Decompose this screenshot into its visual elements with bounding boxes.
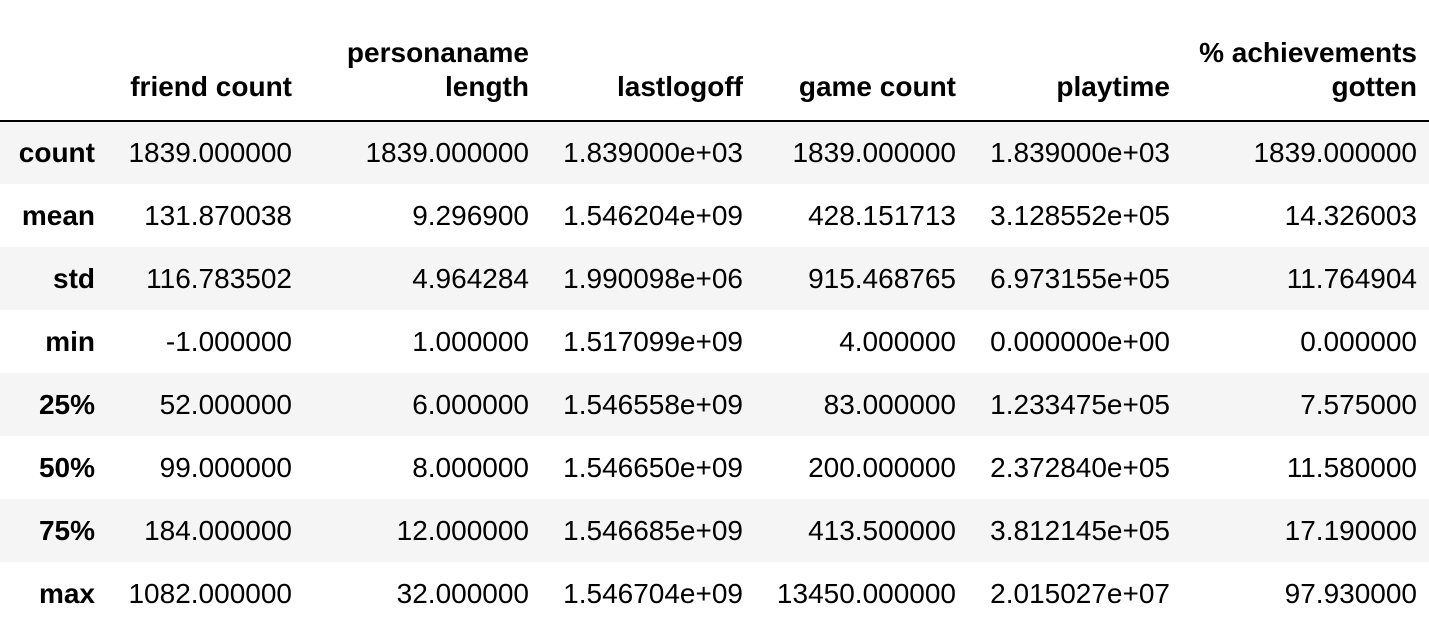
table-cell: 0.000000e+00	[990, 325, 1170, 357]
table-row: max 1082.000000 32.000000 1.546704e+09 1…	[0, 562, 1429, 625]
table-cell: 1.517099e+09	[563, 325, 743, 357]
table-cell: 3.812145e+05	[990, 514, 1170, 546]
table-cell: 0.000000	[1300, 325, 1417, 357]
table-cell: 131.870038	[144, 199, 292, 231]
table-cell: 99.000000	[159, 451, 292, 483]
table-cell: 1.546704e+09	[563, 577, 743, 609]
table-cell: 17.190000	[1284, 514, 1417, 546]
table-cell: 4.964284	[412, 262, 529, 294]
table-cell: 1839.000000	[1253, 137, 1417, 168]
table-cell: 1839.000000	[792, 137, 956, 168]
table-row: 25% 52.000000 6.000000 1.546558e+09 83.0…	[0, 373, 1429, 436]
table-cell: 1.546650e+09	[563, 451, 743, 483]
table-cell: 14.326003	[1284, 199, 1417, 231]
table-cell: 1.000000	[412, 325, 529, 357]
table-row: count 1839.000000 1839.000000 1.839000e+…	[0, 121, 1429, 184]
table-row: 50% 99.000000 8.000000 1.546650e+09 200.…	[0, 436, 1429, 499]
table-cell: 12.000000	[396, 514, 529, 546]
table-cell: 1.990098e+06	[563, 262, 743, 294]
table-cell: 6.000000	[412, 388, 529, 420]
header-row: friend count personaname length lastlogo…	[0, 0, 1429, 121]
index-header-cell	[0, 0, 107, 121]
table-cell: 1.546558e+09	[563, 388, 743, 420]
table-cell: 116.783502	[146, 262, 292, 294]
table-cell: 6.973155e+05	[990, 262, 1170, 294]
table-cell: 7.575000	[1300, 388, 1417, 420]
table-cell: 32.000000	[396, 577, 529, 609]
table-cell: 11.580000	[1286, 451, 1417, 483]
table-cell: 83.000000	[823, 388, 956, 420]
column-header: lastlogoff	[617, 71, 743, 102]
row-label: count	[18, 137, 95, 168]
table-cell: 1.839000e+03	[563, 137, 743, 168]
column-header: game count	[798, 71, 956, 102]
table-cell: 413.500000	[808, 514, 956, 546]
column-header: friend count	[130, 71, 292, 102]
row-label: 25%	[38, 388, 95, 420]
table-cell: 2.015027e+07	[990, 577, 1170, 609]
row-label: 50%	[38, 451, 95, 483]
row-label: std	[53, 262, 95, 294]
table-cell: 428.151713	[808, 199, 956, 231]
table-cell: 1.233475e+05	[990, 388, 1170, 420]
table-cell: 1839.000000	[365, 137, 529, 168]
column-header: % achievements gotten	[1199, 37, 1417, 102]
table-cell: 13450.000000	[776, 577, 956, 609]
table-cell: 1.546685e+09	[563, 514, 743, 546]
table-cell: 52.000000	[159, 388, 292, 420]
table-cell: 2.372840e+05	[990, 451, 1170, 483]
table-header: friend count personaname length lastlogo…	[0, 0, 1429, 121]
column-header: playtime	[1056, 71, 1170, 102]
table-cell: 184.000000	[144, 514, 292, 546]
table-cell: 97.930000	[1284, 577, 1417, 609]
table-row: min -1.000000 1.000000 1.517099e+09 4.00…	[0, 310, 1429, 373]
table-cell: -1.000000	[165, 325, 292, 357]
row-label: 75%	[38, 514, 95, 546]
table-cell: 1.839000e+03	[990, 137, 1170, 168]
table-cell: 11.764904	[1286, 262, 1417, 294]
table-cell: 8.000000	[412, 451, 529, 483]
table-cell: 4.000000	[839, 325, 956, 357]
table-cell: 9.296900	[412, 199, 529, 231]
row-label: max	[38, 577, 95, 609]
table-cell: 3.128552e+05	[990, 199, 1170, 231]
row-label: mean	[21, 199, 95, 231]
table-row: mean 131.870038 9.296900 1.546204e+09 42…	[0, 184, 1429, 247]
column-header: personaname length	[346, 37, 529, 102]
table-cell: 1082.000000	[128, 577, 292, 609]
table-cell: 1.546204e+09	[563, 199, 743, 231]
row-label: min	[45, 325, 95, 357]
table-body: count 1839.000000 1839.000000 1.839000e+…	[0, 121, 1429, 625]
table-row: std 116.783502 4.964284 1.990098e+06 915…	[0, 247, 1429, 310]
table-row: 75% 184.000000 12.000000 1.546685e+09 41…	[0, 499, 1429, 562]
table-cell: 200.000000	[808, 451, 956, 483]
table-cell: 1839.000000	[128, 137, 292, 168]
table-cell: 915.468765	[808, 262, 956, 294]
